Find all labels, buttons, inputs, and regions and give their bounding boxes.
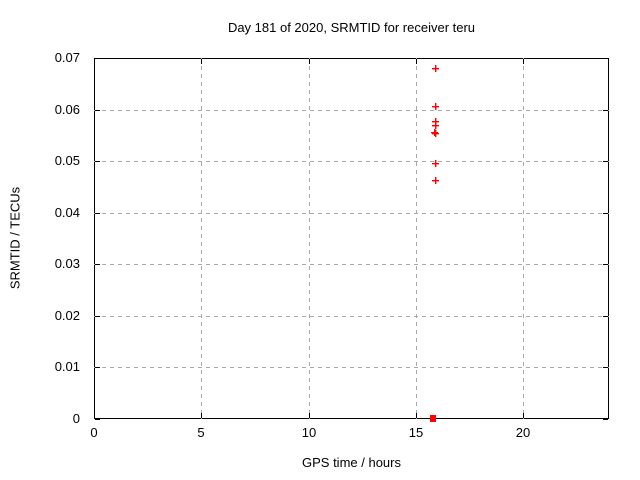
tick-mark bbox=[603, 316, 608, 317]
tick-mark bbox=[309, 413, 310, 418]
grid-line bbox=[309, 58, 310, 419]
grid-line bbox=[94, 110, 609, 111]
tick-mark bbox=[95, 213, 100, 214]
data-point-marker bbox=[432, 65, 439, 72]
data-point-marker bbox=[432, 122, 439, 129]
x-tick-label: 0 bbox=[90, 425, 98, 440]
tick-mark bbox=[416, 413, 417, 418]
data-point-marker bbox=[432, 177, 439, 184]
tick-mark bbox=[95, 110, 100, 111]
tick-mark bbox=[603, 58, 608, 59]
y-tick-label: 0.03 bbox=[54, 256, 80, 271]
x-axis-label: GPS time / hours bbox=[302, 455, 401, 470]
grid-line bbox=[416, 58, 417, 419]
tick-mark bbox=[603, 367, 608, 368]
y-tick-label: 0.04 bbox=[54, 205, 80, 220]
grid-line bbox=[94, 367, 609, 368]
tick-mark bbox=[94, 413, 95, 418]
data-point-marker bbox=[432, 130, 439, 137]
grid-line bbox=[201, 58, 202, 419]
tick-mark bbox=[603, 213, 608, 214]
y-tick-label: 0.01 bbox=[54, 359, 80, 374]
data-point-marker bbox=[432, 160, 439, 167]
tick-mark bbox=[201, 413, 202, 418]
grid-line bbox=[523, 58, 524, 419]
y-tick-label: 0.06 bbox=[54, 102, 80, 117]
tick-mark bbox=[94, 59, 95, 64]
tick-mark bbox=[95, 419, 100, 420]
tick-mark bbox=[309, 59, 310, 64]
grid-line bbox=[94, 264, 609, 265]
tick-mark bbox=[523, 413, 524, 418]
x-tick-label: 20 bbox=[515, 425, 531, 440]
y-tick-label: 0.05 bbox=[54, 153, 80, 168]
plot-border bbox=[94, 58, 609, 419]
data-point-marker bbox=[431, 129, 438, 136]
data-point-marker bbox=[430, 415, 436, 422]
x-tick-label: 5 bbox=[197, 425, 205, 440]
grid-line bbox=[94, 316, 609, 317]
tick-mark bbox=[95, 58, 100, 59]
tick-mark bbox=[603, 264, 608, 265]
tick-mark bbox=[603, 161, 608, 162]
data-point-marker bbox=[432, 103, 439, 110]
tick-mark bbox=[603, 419, 608, 420]
y-axis-label: SRMTID / TECUs bbox=[7, 186, 23, 290]
tick-mark bbox=[603, 110, 608, 111]
tick-mark bbox=[523, 59, 524, 64]
y-tick-label: 0.02 bbox=[54, 308, 80, 323]
chart-title: Day 181 of 2020, SRMTID for receiver ter… bbox=[227, 20, 476, 35]
tick-mark bbox=[95, 316, 100, 317]
tick-mark bbox=[95, 161, 100, 162]
data-point-marker bbox=[432, 118, 439, 125]
grid-line bbox=[94, 213, 609, 214]
x-tick-label: 10 bbox=[301, 425, 317, 440]
tick-mark bbox=[416, 59, 417, 64]
y-tick-label: 0.07 bbox=[54, 50, 80, 65]
x-tick-label: 15 bbox=[408, 425, 424, 440]
y-tick-label: 0 bbox=[72, 411, 80, 426]
tick-mark bbox=[95, 264, 100, 265]
grid-line bbox=[94, 161, 609, 162]
tick-mark bbox=[201, 59, 202, 64]
tick-mark bbox=[95, 367, 100, 368]
